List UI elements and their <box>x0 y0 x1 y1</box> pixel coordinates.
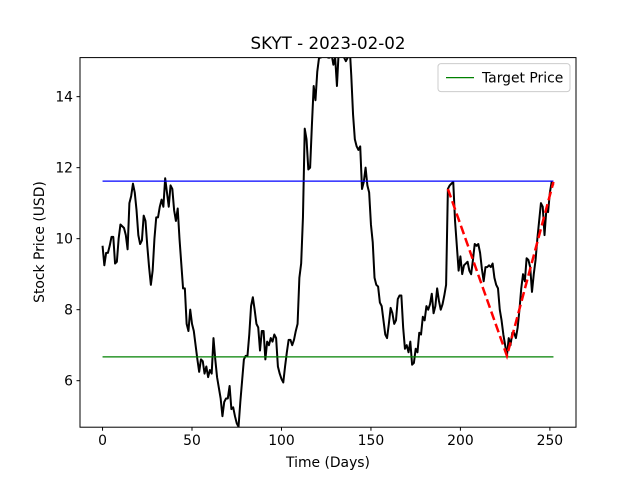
y-axis-label: Stock Price (USD) <box>32 181 48 303</box>
x-tick-label: 100 <box>268 433 295 449</box>
x-tick-label: 0 <box>98 433 107 449</box>
x-axis-label: Time (Days) <box>285 455 370 471</box>
legend-label: Target Price <box>481 71 563 87</box>
trend-line <box>446 181 555 361</box>
y-tick-label: 14 <box>55 90 73 106</box>
x-tick-label: 250 <box>537 433 564 449</box>
legend-box <box>437 63 571 93</box>
axes-frame <box>79 57 577 428</box>
x-tick-label: 50 <box>183 433 201 449</box>
x-tick-label: 150 <box>358 433 385 449</box>
x-tick-label: 200 <box>447 433 474 449</box>
chart-title: SKYT - 2023-02-02 <box>251 33 406 53</box>
y-tick-label: 12 <box>55 161 73 177</box>
y-tick-label: 8 <box>64 303 73 319</box>
y-tick-label: 10 <box>55 232 73 248</box>
y-tick-label: 6 <box>64 374 73 390</box>
